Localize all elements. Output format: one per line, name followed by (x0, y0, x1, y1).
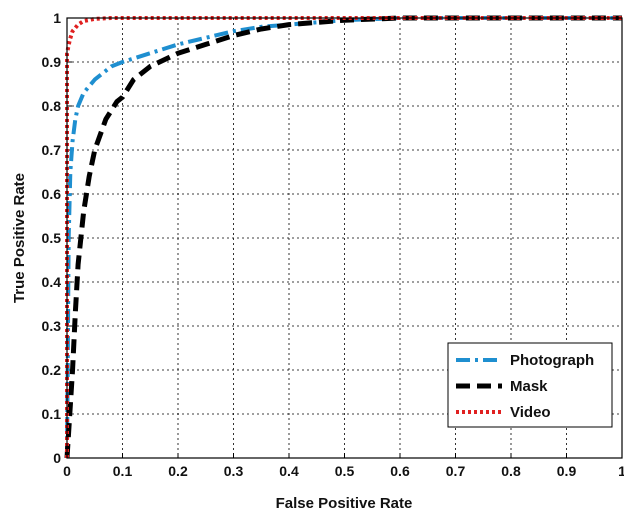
plot-frame (66, 17, 623, 459)
y-tick-label: 0.6 (42, 186, 62, 202)
series-line-photograph (65, 16, 622, 459)
series-lines (64, 15, 622, 459)
x-tick-label: 1 (618, 463, 624, 479)
x-tick-label: 0.6 (390, 463, 410, 479)
x-axis-label: False Positive Rate (276, 495, 413, 512)
x-tick-label: 0.5 (335, 463, 355, 479)
y-tick-label: 0.8 (42, 98, 62, 114)
y-tick-label: 0.4 (42, 274, 62, 290)
y-tick-label: 0.2 (42, 362, 62, 378)
y-tick-labels: 0 0.1 0.2 0.3 0.4 0.5 0.6 0.7 0.8 0.9 1 (42, 10, 72, 466)
y-axis-label: True Positive Rate (11, 173, 28, 303)
x-tick-label: 0.7 (446, 463, 466, 479)
y-tick-label: 0 (53, 450, 61, 466)
y-tick-label: 1 (53, 10, 61, 26)
x-tick-label: 0 (63, 463, 71, 479)
x-tick-labels: 0 0.1 0.2 0.3 0.4 0.5 0.6 0.7 0.8 0.9 1 (63, 453, 624, 479)
y-tick-label: 0.7 (42, 142, 62, 158)
legend-label-mask: Mask (510, 378, 548, 395)
x-tick-label: 0.2 (168, 463, 188, 479)
legend-label-photograph: Photograph (510, 352, 594, 369)
x-tick-label: 0.3 (224, 463, 244, 479)
y-tick-label: 0.3 (42, 318, 62, 334)
legend: Photograph Mask Video (447, 342, 613, 428)
x-tick-label: 0.1 (113, 463, 133, 479)
y-tick-label: 0.9 (42, 54, 62, 70)
series-line-mask (64, 15, 622, 459)
y-tick-label: 0.1 (42, 406, 62, 422)
x-tick-label: 0.8 (501, 463, 521, 479)
x-tick-label: 0.9 (557, 463, 577, 479)
y-tick-label: 0.5 (42, 230, 62, 246)
x-tick-label: 0.4 (279, 463, 299, 479)
legend-label-video: Video (510, 404, 551, 421)
